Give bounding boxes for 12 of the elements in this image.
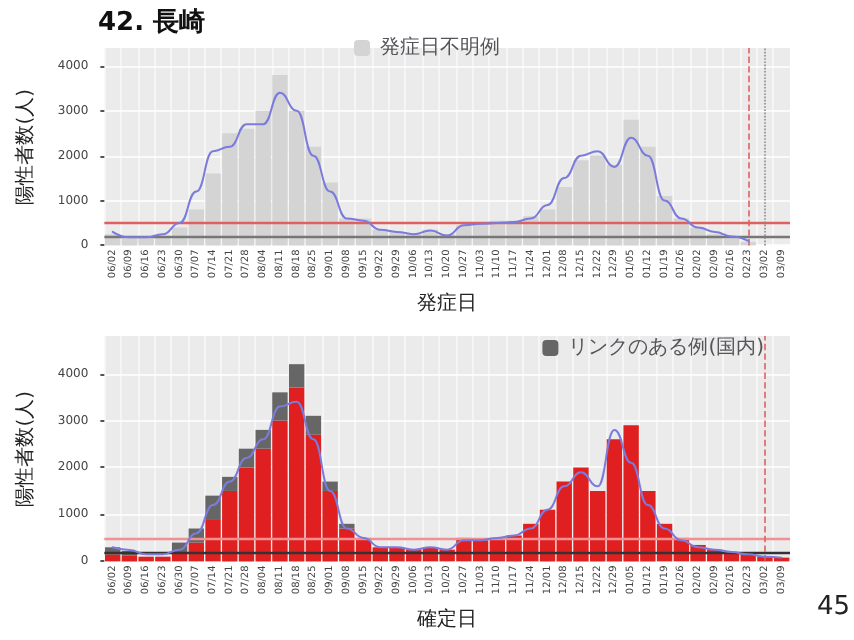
legend-label: リンクのある例(国内) [568, 335, 765, 359]
line-series [111, 91, 750, 242]
x-axis-title: 確定日 [415, 607, 478, 631]
text: 45 [816, 592, 851, 622]
chart-title: 42. 長崎 [98, 8, 206, 38]
bar [288, 364, 305, 388]
y-axis-title: 陽性者数(人) [13, 390, 37, 507]
y-axis-title: 陽性者数(人) [13, 88, 37, 205]
legend-label: 発症日不明例 [380, 35, 500, 59]
x-axis-title: 発症日 [417, 291, 478, 315]
line-series [111, 400, 783, 559]
bar [305, 415, 322, 435]
